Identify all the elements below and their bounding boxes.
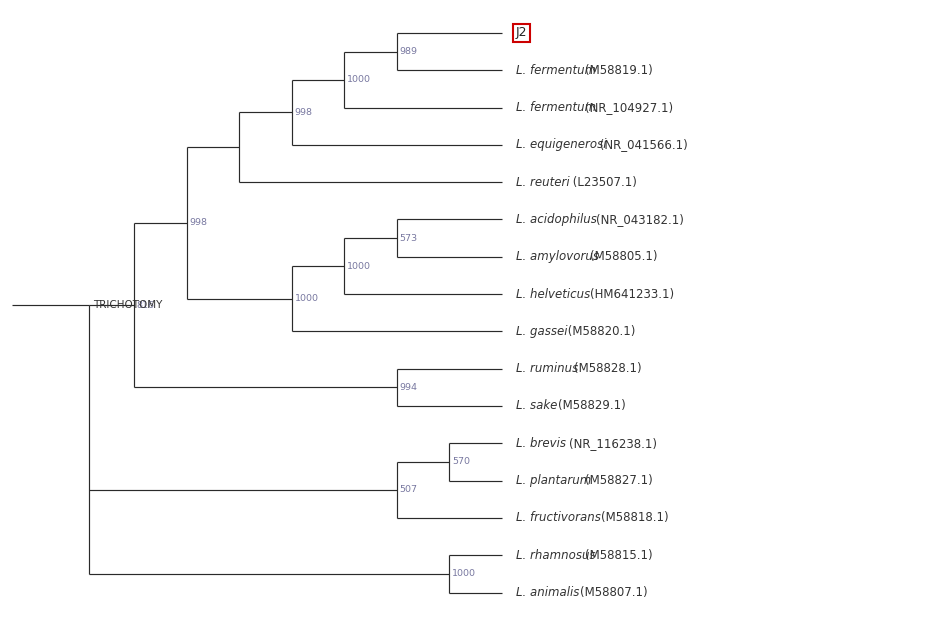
Text: (NR_116238.1): (NR_116238.1) (569, 437, 657, 450)
Text: 1000: 1000 (452, 569, 476, 578)
Text: TRICHOTOMY: TRICHOTOMY (93, 300, 163, 310)
Text: (M58829.1): (M58829.1) (558, 399, 626, 412)
Text: 507: 507 (400, 485, 418, 494)
Text: 1000: 1000 (347, 75, 371, 84)
Text: L. rhamnosus: L. rhamnosus (515, 549, 599, 562)
Text: (M58805.1): (M58805.1) (591, 250, 658, 263)
Text: L. reuteri: L. reuteri (515, 176, 569, 188)
Text: L. sake: L. sake (515, 399, 561, 412)
Text: L. animalis: L. animalis (515, 586, 583, 599)
Text: 994: 994 (400, 383, 418, 392)
Text: J2: J2 (515, 27, 527, 40)
Text: L. brevis: L. brevis (515, 437, 569, 450)
Text: L. amylovorus: L. amylovorus (515, 250, 603, 263)
Text: (M58807.1): (M58807.1) (579, 586, 647, 599)
Text: 998: 998 (190, 218, 207, 227)
Text: 1000: 1000 (295, 294, 319, 303)
Text: (M58815.1): (M58815.1) (585, 549, 653, 562)
Text: (M58828.1): (M58828.1) (575, 362, 642, 375)
Text: (NR_104927.1): (NR_104927.1) (585, 101, 673, 114)
Text: 816: 816 (137, 300, 154, 310)
Text: 989: 989 (400, 47, 418, 56)
Text: 1000: 1000 (347, 261, 371, 271)
Text: (HM641233.1): (HM641233.1) (591, 287, 674, 300)
Text: (M58818.1): (M58818.1) (601, 512, 669, 525)
Text: L. fructivorans: L. fructivorans (515, 512, 604, 525)
Text: L. plantarum: L. plantarum (515, 474, 594, 487)
Text: L. fermentum: L. fermentum (515, 101, 600, 114)
Text: L. fermentum: L. fermentum (515, 64, 600, 77)
Text: (M58820.1): (M58820.1) (564, 325, 635, 338)
Text: L. gassei: L. gassei (515, 325, 567, 338)
Text: 570: 570 (452, 457, 470, 467)
Text: 573: 573 (400, 234, 418, 243)
Text: 998: 998 (295, 108, 312, 117)
Text: (L23507.1): (L23507.1) (569, 176, 637, 188)
Text: L. equigenerosi: L. equigenerosi (515, 138, 606, 151)
Text: L. acidophilus: L. acidophilus (515, 213, 600, 226)
Text: (NR_043182.1): (NR_043182.1) (596, 213, 684, 226)
Text: (NR_041566.1): (NR_041566.1) (596, 138, 687, 151)
Text: (M58819.1): (M58819.1) (585, 64, 653, 77)
Text: (M58827.1): (M58827.1) (585, 474, 653, 487)
Text: L. helveticus: L. helveticus (515, 287, 593, 300)
Text: L. ruminus: L. ruminus (515, 362, 581, 375)
